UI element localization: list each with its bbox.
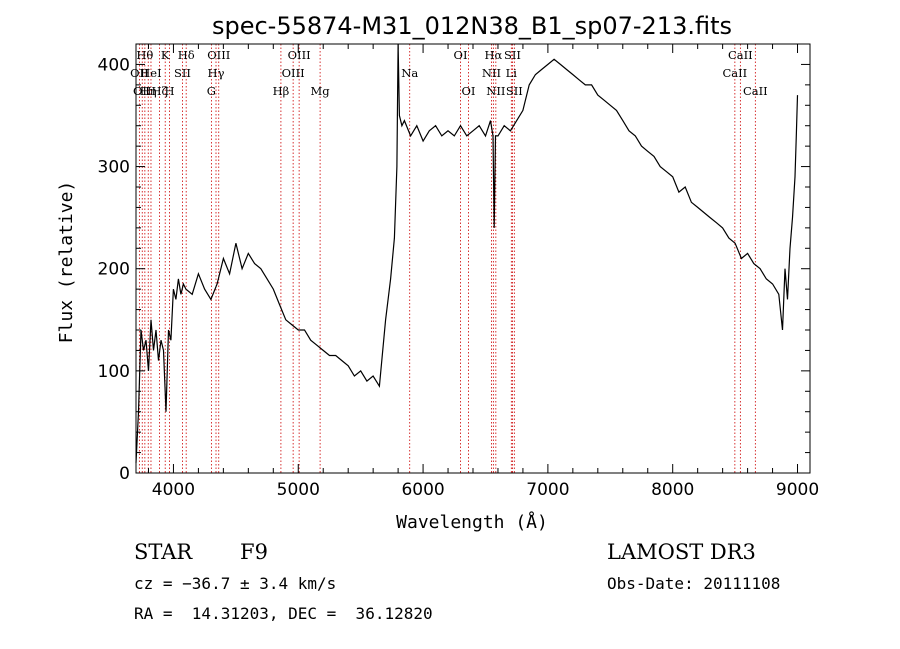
object-class: STAR	[134, 540, 193, 564]
x-tick-label: 7000	[526, 480, 569, 500]
observation-date: Obs-Date: 20111108	[607, 574, 781, 593]
line-marker-label-13: Hβ	[273, 84, 290, 98]
ra-dec: RA = 14.31203, DEC = 36.12820	[134, 604, 433, 623]
redshift-cz: cz = −36.7 ± 3.4 km/s	[134, 574, 337, 593]
line-marker-label-21: Hα	[484, 48, 502, 62]
survey-name: LAMOST DR3	[607, 540, 756, 564]
line-marker-label-2: Hθ	[136, 48, 153, 62]
line-marker-label-1: OII	[133, 84, 152, 98]
object-subclass: F9	[240, 540, 268, 564]
x-tick-label: 9000	[776, 480, 819, 500]
line-marker-label-0: OII	[130, 66, 149, 80]
y-tick-label: 200	[98, 260, 130, 280]
y-tick-label: 0	[119, 464, 130, 484]
line-markers	[138, 44, 756, 473]
line-marker-label-17: Na	[401, 66, 418, 80]
line-marker-label-19: OI	[462, 84, 476, 98]
line-marker-label-5: Hζ	[151, 84, 167, 98]
line-marker-label-8: SII	[174, 66, 191, 80]
line-marker-label-11: Hγ	[208, 66, 225, 80]
line-marker-label-27: CaII	[728, 48, 753, 62]
x-tick-label: 4000	[152, 480, 195, 500]
line-marker-label-26: CaII	[722, 66, 747, 80]
line-marker-label-10: G	[207, 84, 216, 98]
x-axis-ticks: 4000 5000 6000 7000 8000 9000	[147, 44, 819, 500]
x-tick-label: 6000	[401, 480, 444, 500]
line-marker-label-12: OIII	[207, 48, 230, 62]
line-marker-label-22: NII	[486, 84, 505, 98]
line-marker-label-28: CaII	[743, 84, 768, 98]
y-axis-ticks: 0 100 200 300 400	[98, 43, 810, 484]
line-marker-label-3: Hη	[140, 84, 157, 98]
x-tick-label: 8000	[651, 480, 694, 500]
line-marker-label-7: H	[165, 84, 175, 98]
y-tick-label: 400	[98, 55, 130, 75]
line-marker-label-9: Hδ	[178, 48, 195, 62]
y-tick-label: 300	[98, 158, 130, 178]
x-axis-title: Wavelength (Å)	[396, 511, 548, 533]
x-tick-label: 5000	[277, 480, 320, 500]
line-marker-label-4: HeI	[140, 66, 161, 80]
y-axis-title: Flux (relative)	[56, 181, 77, 344]
line-marker-label-6: K	[161, 48, 170, 62]
line-marker-label-25: SII	[506, 84, 523, 98]
line-marker-label-23: Li	[506, 66, 518, 80]
line-marker-label-18: OI	[454, 48, 468, 62]
spectrum-line	[135, 43, 799, 463]
line-marker-label-20: NII	[482, 66, 501, 80]
line-marker-labels: OII OII Hθ Hη HeI Hζ K H SII Hδ G Hγ OIII Hβ OIII OIII M…	[130, 48, 768, 98]
line-marker-label-16: Mg	[311, 84, 331, 98]
line-marker-label-15: OIII	[288, 48, 311, 62]
chart-title: spec-55874-M31_012N38_B1_sp07-213.fits	[212, 12, 732, 40]
plot-frame	[135, 43, 811, 474]
y-tick-label: 100	[98, 362, 130, 382]
line-marker-label-14: OIII	[282, 66, 305, 80]
line-marker-label-24: SII	[504, 48, 521, 62]
